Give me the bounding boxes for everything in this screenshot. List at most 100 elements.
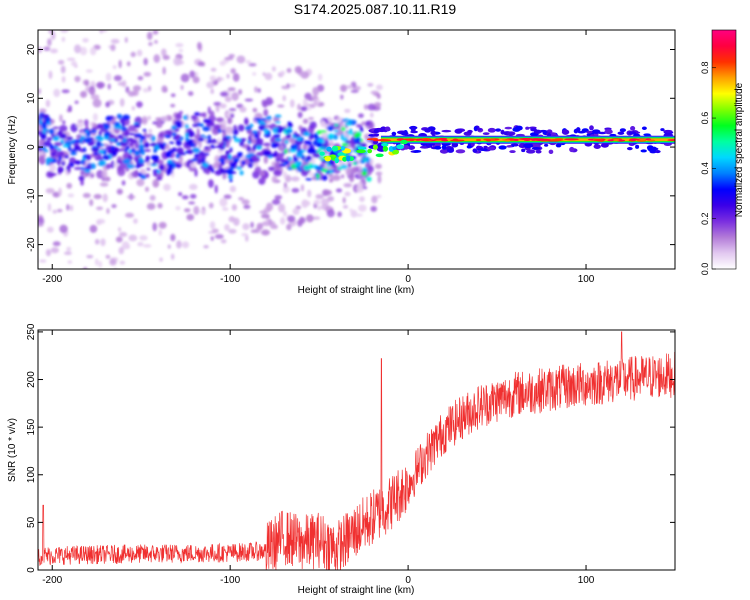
spectrogram-transition-blob <box>391 149 400 155</box>
spectrogram-band-blob <box>213 124 221 130</box>
spectrogram-noise-blob <box>139 235 148 241</box>
spectrogram-ridge-peak <box>564 138 579 141</box>
spectrogram-noise-blob <box>358 165 363 171</box>
spectrogram-noise-blob <box>210 236 214 242</box>
spectrogram-band-blob <box>273 150 278 157</box>
spectrogram-band-blob <box>166 171 171 176</box>
spectrogram-noise-blob <box>175 205 181 211</box>
spectrogram-band-blob <box>104 156 110 160</box>
spectrogram-noise-blob <box>271 66 276 72</box>
spectrogram-noise-blob <box>197 61 205 67</box>
spectrogram-noise-blob <box>186 214 195 221</box>
spectrogram-noise-blob <box>124 37 128 43</box>
spectrogram-noise-blob <box>280 70 286 76</box>
spectrogram-band-blob <box>174 120 182 126</box>
spectrogram-band-blob <box>247 162 254 168</box>
spectrogram-band-blob <box>163 134 171 138</box>
spectrogram-noise-blob <box>95 16 99 22</box>
spectrogram-band-blob <box>287 121 292 128</box>
spectrogram-band-blob <box>131 148 136 153</box>
spectrogram-noise-blob <box>147 115 151 121</box>
spectrogram-frame <box>37 29 676 270</box>
spectrogram-band-blob <box>136 163 145 167</box>
spectrogram-band-blob <box>120 135 124 140</box>
spectrogram-noise-blob <box>286 68 292 73</box>
spectrogram-xtick-label: -200 <box>42 274 62 285</box>
spectrogram-noise-blob <box>43 19 51 22</box>
spectrogram-noise-blob <box>278 203 286 213</box>
spectrogram-ridge-halo <box>643 133 651 136</box>
spectrogram-band-blob <box>110 145 115 152</box>
spectrogram-xtick-label: 0 <box>405 274 411 285</box>
spectrogram-noise-blob <box>158 229 162 236</box>
spectrogram-transition-blob <box>324 155 332 162</box>
spectrogram-noise-blob <box>38 223 44 227</box>
spectrogram-band-blob <box>322 143 329 147</box>
spectrogram-band-blob <box>103 132 111 138</box>
spectrogram-ridge-peak <box>638 138 647 141</box>
spectrogram-noise-blob <box>193 205 200 215</box>
spectrogram-band-blob <box>186 130 195 138</box>
spectrogram-band-blob <box>128 132 136 136</box>
spectrogram-noise-blob <box>188 183 198 191</box>
spectrogram-ridge-halo <box>487 127 496 133</box>
spectrogram-noise-blob <box>175 113 183 120</box>
spectrogram-band-blob <box>174 164 182 167</box>
spectrogram-noise-blob <box>157 202 163 209</box>
spectrogram-noise-blob <box>297 103 301 111</box>
spectrogram-ridge-halo <box>384 126 391 132</box>
spectrogram-ridge-halo <box>380 126 387 132</box>
spectrogram-band-blob <box>192 147 201 153</box>
spectrogram-band-blob <box>83 169 91 173</box>
spectrogram-transition-blob <box>372 144 378 150</box>
spectrogram-noise-blob <box>277 104 285 108</box>
spectrogram-band-blob <box>236 151 244 158</box>
spectrogram-noise-blob <box>302 145 309 149</box>
spectrogram-band-blob <box>305 155 313 161</box>
spectrogram-band-blob <box>62 144 69 148</box>
spectrogram-noise-blob <box>89 89 96 95</box>
spectrogram-ridge-peak <box>504 139 511 142</box>
spectrogram-noise-blob <box>101 169 108 179</box>
spectrogram-noise-blob <box>76 135 81 140</box>
spectrogram-noise-blob <box>356 181 363 190</box>
spectrogram-band-blob <box>95 135 102 141</box>
spectrogram-noise-blob <box>183 208 191 213</box>
spectrogram-band-blob <box>40 134 47 141</box>
spectrogram-noise-blob <box>210 75 217 82</box>
spectrogram-ridge-peak <box>441 139 449 142</box>
spectrogram-band-blob <box>333 123 339 127</box>
spectrogram-ridge-halo <box>543 143 549 147</box>
spectrogram-noise-blob <box>212 162 221 169</box>
spectrogram-noise-blob <box>274 195 283 200</box>
spectrogram-noise-blob <box>340 84 348 93</box>
spectrogram-band-blob <box>232 129 239 136</box>
spectrogram-noise-blob <box>89 199 94 207</box>
spectrogram-band-blob <box>58 166 62 170</box>
spectrogram-noise-blob <box>222 172 227 180</box>
spectrogram-ridge-halo <box>531 146 541 150</box>
spectrogram-xtick-label: 100 <box>578 274 595 285</box>
spectrogram-band-blob <box>122 114 130 121</box>
spectrogram-band-blob <box>209 138 218 144</box>
spectrogram-noise-blob <box>215 104 220 113</box>
spectrogram-band-blob <box>78 175 85 182</box>
spectrogram-noise-blob <box>268 166 276 172</box>
spectrogram-ridge-halo <box>589 125 594 131</box>
spectrogram-band-blob <box>214 145 222 149</box>
spectrogram-band-blob <box>361 143 366 147</box>
spectrogram-band-blob <box>190 115 196 120</box>
spectrogram-noise-blob <box>228 108 237 112</box>
spectrogram-band-blob <box>137 172 143 177</box>
spectrogram-ridge-peak <box>667 139 675 142</box>
spectrogram-noise-blob <box>62 120 66 125</box>
snr-series-line <box>38 331 675 570</box>
spectrogram-ridge-halo <box>521 148 526 153</box>
spectrogram-noise-blob <box>118 246 125 255</box>
spectrogram-noise-blob <box>176 240 182 249</box>
spectrogram-noise-blob <box>209 221 216 230</box>
colorbar-label: Normalized spectral amplitude <box>734 82 745 217</box>
spectrogram-noise-blob <box>358 113 364 118</box>
spectrogram-noise-blob <box>347 162 352 168</box>
spectrogram-band-blob <box>222 136 229 142</box>
